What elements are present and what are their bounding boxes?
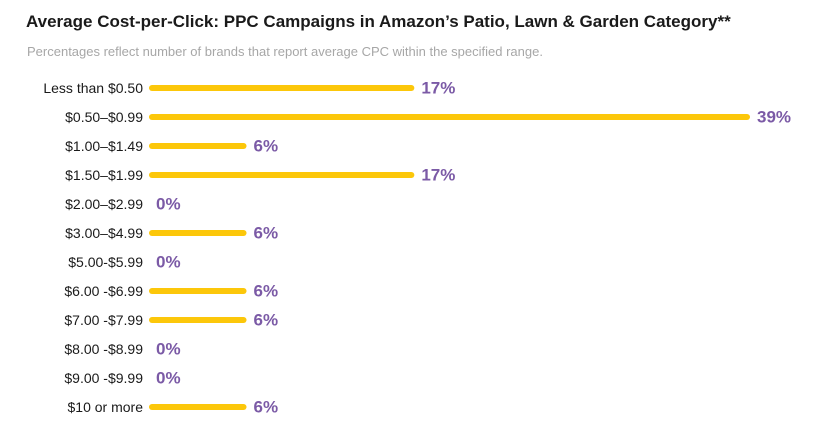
- category-label: $10 or more: [68, 399, 144, 415]
- value-label: 0%: [156, 253, 181, 272]
- category-label: $2.00–$2.99: [65, 196, 143, 212]
- value-label: 6%: [254, 398, 279, 417]
- value-label: 17%: [421, 79, 455, 98]
- chart-subtitle: Percentages reflect number of brands tha…: [27, 44, 543, 59]
- value-label: 6%: [254, 224, 279, 243]
- category-label: $0.50–$0.99: [65, 109, 143, 125]
- category-label: $7.00 -$7.99: [64, 312, 143, 328]
- value-label: 39%: [757, 108, 791, 127]
- value-label: 0%: [156, 369, 181, 388]
- value-label: 0%: [156, 340, 181, 359]
- category-label: $9.00 -$9.99: [64, 370, 143, 386]
- value-label: 6%: [254, 137, 279, 156]
- category-label: $5.00-$5.99: [68, 254, 143, 270]
- value-label: 0%: [156, 195, 181, 214]
- value-label: 6%: [254, 282, 279, 301]
- category-label: $1.50–$1.99: [65, 167, 143, 183]
- chart-title: Average Cost-per-Click: PPC Campaigns in…: [26, 12, 731, 31]
- category-label: $6.00 -$6.99: [64, 283, 143, 299]
- value-label: 17%: [421, 166, 455, 185]
- category-label: Less than $0.50: [43, 80, 143, 96]
- category-label: $1.00–$1.49: [65, 138, 143, 154]
- category-label: $8.00 -$8.99: [64, 341, 143, 357]
- category-label: $3.00–$4.99: [65, 225, 143, 241]
- value-label: 6%: [254, 311, 279, 330]
